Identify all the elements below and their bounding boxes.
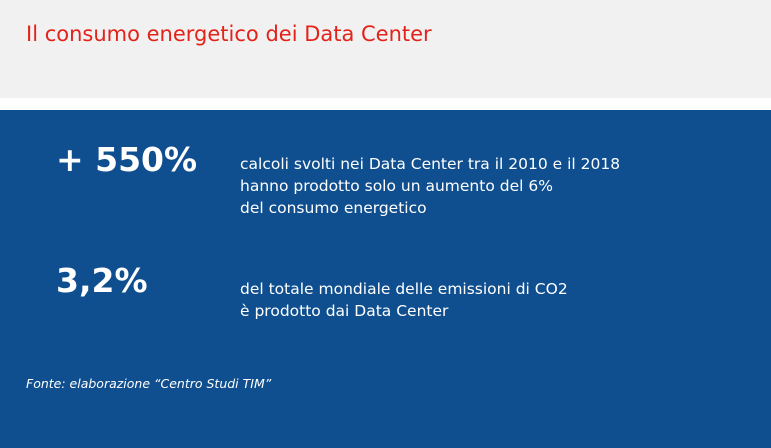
stat-description-line: del totale mondiale delle emissioni di C… bbox=[240, 280, 568, 298]
header: Il consumo energetico dei Data Center bbox=[0, 0, 771, 98]
page-title: Il consumo energetico dei Data Center bbox=[26, 22, 432, 46]
stat-description-line: calcoli svolti nei Data Center tra il 20… bbox=[240, 155, 621, 173]
stats-panel: + 550% calcoli svolti nei Data Center tr… bbox=[0, 110, 771, 448]
stat-description-growth: calcoli svolti nei Data Center tra il 20… bbox=[240, 153, 620, 219]
stat-description-line: del consumo energetico bbox=[240, 199, 427, 217]
divider bbox=[0, 98, 771, 110]
stat-value-emissions: 3,2% bbox=[56, 261, 148, 300]
stat-description-line: hanno prodotto solo un aumento del 6% bbox=[240, 177, 553, 195]
stat-description-emissions: del totale mondiale delle emissioni di C… bbox=[240, 278, 568, 322]
stat-description-line: è prodotto dai Data Center bbox=[240, 302, 449, 320]
stat-value-growth: + 550% bbox=[56, 140, 198, 179]
source-note: Fonte: elaborazione “Centro Studi TIM” bbox=[26, 376, 272, 391]
